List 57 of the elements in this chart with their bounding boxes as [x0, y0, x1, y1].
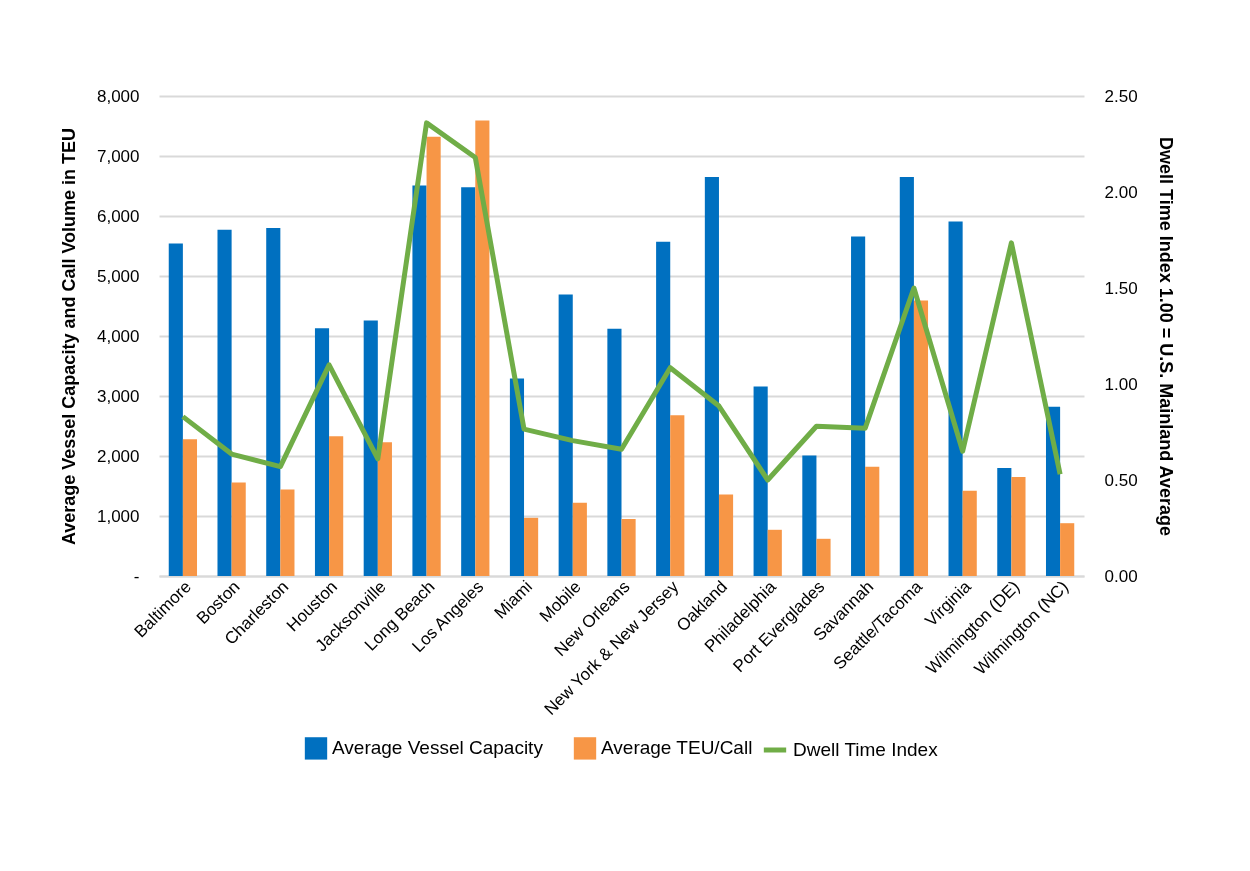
bar [558, 294, 573, 576]
bar [363, 320, 378, 576]
y2-tick-label: 2.00 [1104, 182, 1138, 202]
bar [704, 177, 719, 576]
bar [656, 241, 671, 576]
bar [182, 439, 198, 576]
y-tick-label: 6,000 [96, 206, 140, 226]
bar [524, 517, 539, 576]
bar [314, 328, 330, 576]
bar [168, 243, 183, 576]
legend-label: Average Vessel Capacity [332, 737, 544, 759]
y-tick-label: 2,000 [96, 446, 140, 466]
bar [461, 187, 476, 576]
bar [816, 538, 831, 576]
bar [865, 466, 880, 576]
bar [475, 120, 490, 576]
bar [607, 328, 622, 576]
bar [412, 185, 427, 576]
bar [899, 177, 914, 576]
bar [280, 489, 295, 576]
bar [266, 228, 281, 576]
bar [767, 529, 782, 576]
y-tick-label: 3,000 [96, 386, 140, 406]
y-tick-label: 8,000 [96, 86, 140, 106]
bar [217, 229, 232, 576]
y-tick-label: 7,000 [96, 146, 140, 166]
bar [948, 221, 963, 576]
legend-label: Dwell Time Index [793, 739, 939, 760]
bar [718, 494, 734, 576]
bar [509, 378, 525, 576]
y2-tick-label: 1.50 [1104, 278, 1138, 298]
bar [851, 236, 866, 576]
bar [426, 136, 441, 576]
bar [913, 300, 929, 576]
bar [621, 519, 636, 576]
bar [1011, 477, 1026, 576]
bar [997, 468, 1012, 576]
bar [231, 482, 246, 576]
bar [1060, 523, 1075, 576]
y2-axis-title: Dwell Time Index 1.00 = U.S. Mainland Average [1155, 137, 1176, 536]
y2-tick-label: 2.50 [1104, 86, 1138, 106]
bar [802, 455, 817, 576]
y2-tick-label: 0.50 [1104, 470, 1138, 490]
bar [329, 436, 344, 576]
y-tick-label: 1,000 [96, 506, 140, 526]
bar [753, 386, 768, 576]
y-tick-label: 5,000 [96, 266, 140, 286]
y2-tick-label: 1.00 [1104, 374, 1138, 394]
legend-label: Average TEU/Call [601, 737, 753, 759]
bar [572, 502, 587, 576]
y-tick-label: - [133, 566, 140, 586]
bar [670, 415, 685, 576]
y-axis-title: Average Vessel Capacity and Call Volume in TEU [58, 127, 79, 546]
bar [962, 490, 977, 576]
y-tick-label: 4,000 [96, 326, 140, 346]
bar [377, 442, 392, 576]
y2-tick-label: 0.00 [1104, 566, 1138, 586]
